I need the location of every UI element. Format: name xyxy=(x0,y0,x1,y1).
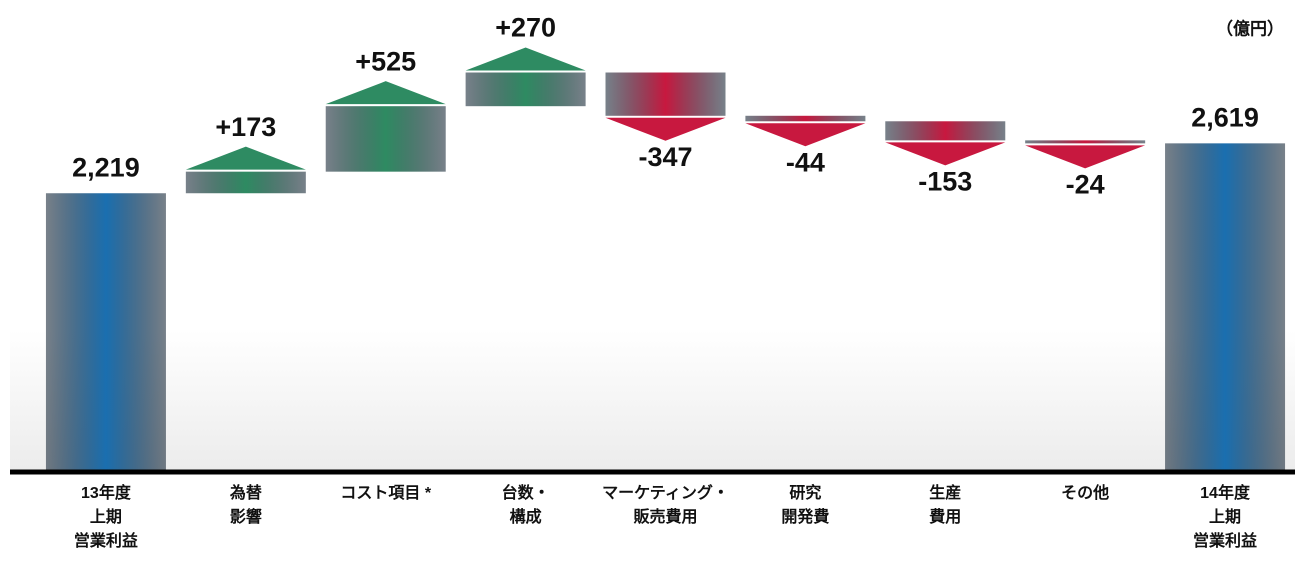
value-label: +525 xyxy=(355,46,416,76)
value-label: 2,219 xyxy=(72,152,140,182)
value-label: +270 xyxy=(495,13,556,43)
total-bar xyxy=(45,193,166,470)
decrease-bar xyxy=(745,115,866,122)
category-label: 上期 xyxy=(90,507,122,526)
category-label: 営業利益 xyxy=(74,531,138,550)
decrease-arrow xyxy=(745,123,866,147)
category-label: 影響 xyxy=(230,507,262,526)
decrease-bar xyxy=(605,72,726,116)
decrease-bar xyxy=(885,121,1006,141)
value-label: 2,619 xyxy=(1191,102,1259,132)
category-label: 費用 xyxy=(929,507,961,526)
category-label: 台数・ xyxy=(502,483,550,502)
category-label: 構成 xyxy=(510,507,542,526)
category-label: マーケティング・ xyxy=(602,483,729,502)
increase-arrow xyxy=(185,146,306,170)
increase-arrow xyxy=(325,81,446,105)
value-label: -44 xyxy=(786,147,825,177)
category-label: 研究 xyxy=(789,483,821,502)
decrease-arrow xyxy=(605,117,726,141)
increase-bar xyxy=(185,171,306,194)
category-label: 生産 xyxy=(929,483,961,502)
value-label: -347 xyxy=(638,142,692,172)
category-label: 上期 xyxy=(1209,507,1241,526)
category-label: 為替 xyxy=(230,483,262,502)
category-label: 13年度 xyxy=(81,483,132,502)
category-label: 販売費用 xyxy=(633,507,697,526)
category-label: コスト項目 * xyxy=(340,484,431,502)
unit-label: （億円） xyxy=(1216,18,1284,38)
increase-bar xyxy=(465,72,586,107)
decrease-arrow xyxy=(1025,145,1146,169)
background xyxy=(10,330,1295,470)
decrease-bar xyxy=(1025,140,1146,144)
increase-arrow xyxy=(465,47,586,71)
value-label: -24 xyxy=(1066,169,1105,199)
decrease-arrow xyxy=(885,142,1006,166)
value-label: -153 xyxy=(918,166,972,196)
value-label: +173 xyxy=(215,112,276,142)
category-label: 開発費 xyxy=(781,507,829,526)
category-label: 営業利益 xyxy=(1193,531,1257,550)
category-label: 14年度 xyxy=(1200,483,1251,502)
increase-bar xyxy=(325,106,446,172)
total-bar xyxy=(1165,143,1286,471)
category-label: その他 xyxy=(1061,483,1109,502)
